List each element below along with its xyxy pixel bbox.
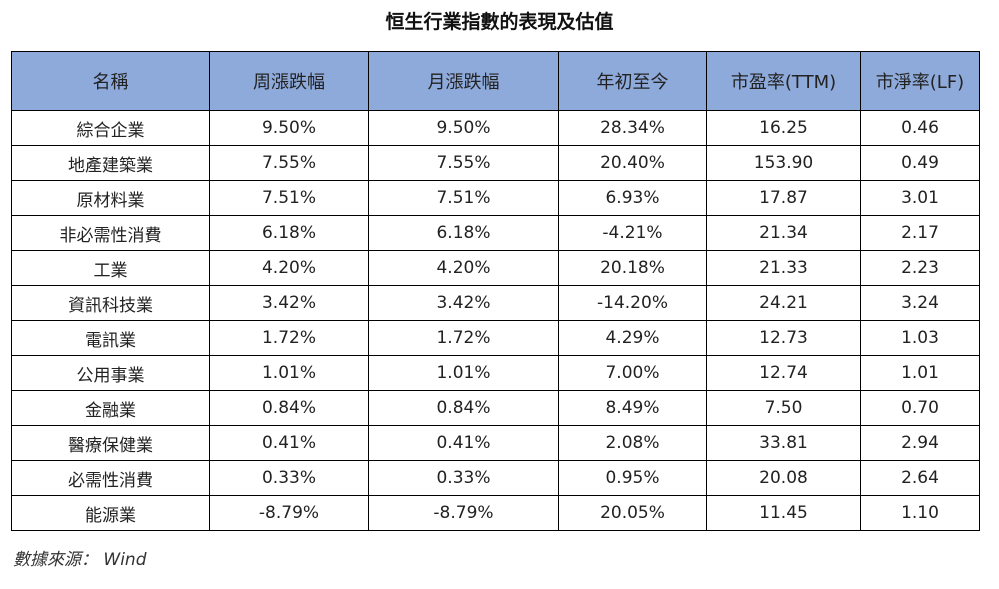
cell-monthly-change: 9.50% bbox=[368, 110, 559, 146]
cell-weekly-change: 9.50% bbox=[209, 110, 369, 146]
column-header-pe-ttm: 市盈率(TTM) bbox=[706, 51, 861, 111]
cell-ytd: -14.20% bbox=[558, 285, 707, 321]
cell-name: 醫療保健業 bbox=[11, 425, 210, 461]
data-source-note: 數據來源： Wind bbox=[13, 550, 147, 570]
cell-ytd: 20.18% bbox=[558, 250, 707, 286]
table-row: 電訊業 1.72% 1.72% 4.29% 12.73 1.03 bbox=[11, 320, 980, 356]
cell-pe-ttm: 33.81 bbox=[706, 425, 861, 461]
table-row: 工業 4.20% 4.20% 20.18% 21.33 2.23 bbox=[11, 250, 980, 286]
cell-ytd: -4.21% bbox=[558, 215, 707, 251]
column-header-ytd: 年初至今 bbox=[558, 51, 707, 111]
cell-weekly-change: 0.33% bbox=[209, 460, 369, 496]
cell-pe-ttm: 21.33 bbox=[706, 250, 861, 286]
cell-ytd: 8.49% bbox=[558, 390, 707, 426]
cell-pb-lf: 1.03 bbox=[860, 320, 980, 356]
cell-monthly-change: 7.51% bbox=[368, 180, 559, 216]
cell-pb-lf: 2.23 bbox=[860, 250, 980, 286]
cell-pe-ttm: 153.90 bbox=[706, 145, 861, 181]
cell-weekly-change: 7.51% bbox=[209, 180, 369, 216]
cell-monthly-change: 7.55% bbox=[368, 145, 559, 181]
cell-monthly-change: -8.79% bbox=[368, 495, 559, 531]
cell-pb-lf: 1.10 bbox=[860, 495, 980, 531]
table-header-row: 名稱 周漲跌幅 月漲跌幅 年初至今 市盈率(TTM) 市淨率(LF) bbox=[11, 51, 980, 111]
cell-ytd: 0.95% bbox=[558, 460, 707, 496]
cell-monthly-change: 6.18% bbox=[368, 215, 559, 251]
cell-pb-lf: 2.17 bbox=[860, 215, 980, 251]
column-header-weekly-change: 周漲跌幅 bbox=[209, 51, 369, 111]
column-header-monthly-change: 月漲跌幅 bbox=[368, 51, 559, 111]
cell-name: 工業 bbox=[11, 250, 210, 286]
cell-weekly-change: -8.79% bbox=[209, 495, 369, 531]
cell-monthly-change: 3.42% bbox=[368, 285, 559, 321]
column-header-name: 名稱 bbox=[11, 51, 210, 111]
cell-ytd: 20.05% bbox=[558, 495, 707, 531]
cell-monthly-change: 0.33% bbox=[368, 460, 559, 496]
cell-weekly-change: 1.72% bbox=[209, 320, 369, 356]
cell-name: 公用事業 bbox=[11, 355, 210, 391]
cell-pb-lf: 0.46 bbox=[860, 110, 980, 146]
cell-weekly-change: 7.55% bbox=[209, 145, 369, 181]
cell-weekly-change: 0.41% bbox=[209, 425, 369, 461]
table-row: 金融業 0.84% 0.84% 8.49% 7.50 0.70 bbox=[11, 390, 980, 426]
cell-weekly-change: 1.01% bbox=[209, 355, 369, 391]
cell-monthly-change: 1.72% bbox=[368, 320, 559, 356]
cell-name: 電訊業 bbox=[11, 320, 210, 356]
table-row: 地產建築業 7.55% 7.55% 20.40% 153.90 0.49 bbox=[11, 145, 980, 181]
table-row: 綜合企業 9.50% 9.50% 28.34% 16.25 0.46 bbox=[11, 110, 980, 146]
cell-weekly-change: 6.18% bbox=[209, 215, 369, 251]
cell-monthly-change: 0.84% bbox=[368, 390, 559, 426]
cell-pe-ttm: 17.87 bbox=[706, 180, 861, 216]
cell-pb-lf: 0.70 bbox=[860, 390, 980, 426]
cell-name: 地產建築業 bbox=[11, 145, 210, 181]
table-row: 非必需性消費 6.18% 6.18% -4.21% 21.34 2.17 bbox=[11, 215, 980, 251]
cell-ytd: 7.00% bbox=[558, 355, 707, 391]
table-row: 原材料業 7.51% 7.51% 6.93% 17.87 3.01 bbox=[11, 180, 980, 216]
cell-ytd: 28.34% bbox=[558, 110, 707, 146]
cell-monthly-change: 4.20% bbox=[368, 250, 559, 286]
cell-pe-ttm: 7.50 bbox=[706, 390, 861, 426]
table-body: 綜合企業 9.50% 9.50% 28.34% 16.25 0.46 地產建築業 7.55% 7… bbox=[11, 110, 980, 531]
cell-pe-ttm: 20.08 bbox=[706, 460, 861, 496]
cell-pb-lf: 0.49 bbox=[860, 145, 980, 181]
cell-weekly-change: 0.84% bbox=[209, 390, 369, 426]
cell-pe-ttm: 12.74 bbox=[706, 355, 861, 391]
table-row: 能源業 -8.79% -8.79% 20.05% 11.45 1.10 bbox=[11, 495, 980, 531]
cell-pe-ttm: 24.21 bbox=[706, 285, 861, 321]
cell-pb-lf: 3.24 bbox=[860, 285, 980, 321]
cell-weekly-change: 4.20% bbox=[209, 250, 369, 286]
cell-name: 必需性消費 bbox=[11, 460, 210, 496]
cell-pb-lf: 3.01 bbox=[860, 180, 980, 216]
cell-pb-lf: 2.94 bbox=[860, 425, 980, 461]
sector-index-table: 名稱 周漲跌幅 月漲跌幅 年初至今 市盈率(TTM) 市淨率(LF) 綜合企業 9… bbox=[11, 51, 980, 531]
cell-name: 金融業 bbox=[11, 390, 210, 426]
cell-name: 非必需性消費 bbox=[11, 215, 210, 251]
cell-name: 資訊科技業 bbox=[11, 285, 210, 321]
table-row: 公用事業 1.01% 1.01% 7.00% 12.74 1.01 bbox=[11, 355, 980, 391]
cell-name: 原材料業 bbox=[11, 180, 210, 216]
table-title: 恒生行業指數的表現及估值 bbox=[385, 11, 614, 33]
cell-ytd: 20.40% bbox=[558, 145, 707, 181]
table-row: 醫療保健業 0.41% 0.41% 2.08% 33.81 2.94 bbox=[11, 425, 980, 461]
cell-name: 能源業 bbox=[11, 495, 210, 531]
cell-monthly-change: 1.01% bbox=[368, 355, 559, 391]
cell-pe-ttm: 21.34 bbox=[706, 215, 861, 251]
table-row: 必需性消費 0.33% 0.33% 0.95% 20.08 2.64 bbox=[11, 460, 980, 496]
cell-pb-lf: 2.64 bbox=[860, 460, 980, 496]
column-header-pb-lf: 市淨率(LF) bbox=[860, 51, 980, 111]
cell-pe-ttm: 11.45 bbox=[706, 495, 861, 531]
cell-pe-ttm: 16.25 bbox=[706, 110, 861, 146]
cell-ytd: 4.29% bbox=[558, 320, 707, 356]
cell-ytd: 2.08% bbox=[558, 425, 707, 461]
cell-pb-lf: 1.01 bbox=[860, 355, 980, 391]
table-row: 資訊科技業 3.42% 3.42% -14.20% 24.21 3.24 bbox=[11, 285, 980, 321]
cell-monthly-change: 0.41% bbox=[368, 425, 559, 461]
cell-name: 綜合企業 bbox=[11, 110, 210, 146]
cell-pe-ttm: 12.73 bbox=[706, 320, 861, 356]
cell-ytd: 6.93% bbox=[558, 180, 707, 216]
cell-weekly-change: 3.42% bbox=[209, 285, 369, 321]
